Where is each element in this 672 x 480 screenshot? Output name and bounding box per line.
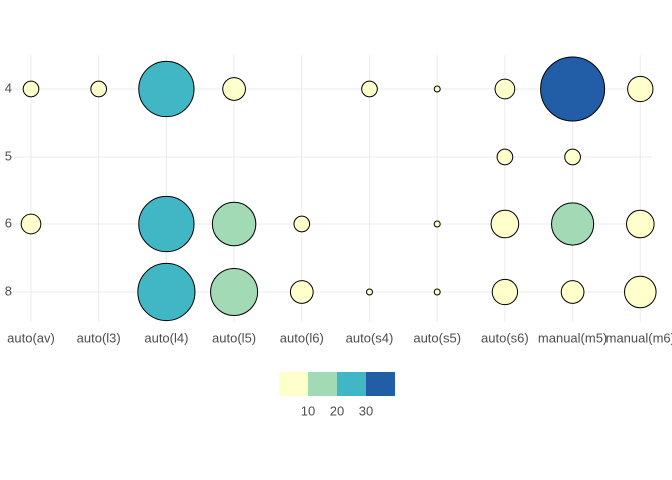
- bubble: [20, 213, 42, 235]
- bubble: [361, 80, 378, 98]
- legend-label: 10: [301, 403, 315, 418]
- x-tick-label: auto(l4): [144, 330, 188, 345]
- bubble: [540, 56, 606, 122]
- y-tick-label: 4: [5, 80, 12, 95]
- x-tick-label: auto(l5): [212, 330, 256, 345]
- bubble: [433, 220, 441, 228]
- x-tick-label: manual(m6): [606, 330, 672, 345]
- x-tick-label: auto(s5): [413, 330, 461, 345]
- x-tick-label: manual(m5): [538, 330, 607, 345]
- legend-key: [366, 372, 395, 396]
- bubble: [90, 80, 108, 98]
- bubble: [222, 77, 246, 101]
- legend-key: [337, 372, 366, 396]
- legend-key: [308, 372, 337, 396]
- bubble: [624, 275, 657, 309]
- bubble: [564, 148, 581, 166]
- bubble: [366, 288, 373, 296]
- bubble: [496, 148, 514, 166]
- bubble: [138, 60, 195, 118]
- bubble: [433, 288, 441, 296]
- bubble: [293, 215, 311, 233]
- x-tick-label: auto(l6): [280, 330, 324, 345]
- bubble: [433, 85, 441, 93]
- bubble: [491, 278, 519, 306]
- bubble: [490, 209, 520, 239]
- bubble: [137, 262, 196, 322]
- bubble: [22, 80, 40, 98]
- bubble: [627, 75, 654, 103]
- bubble: [138, 195, 195, 253]
- bubble: [494, 78, 516, 100]
- x-tick-label: auto(av): [7, 330, 55, 345]
- bubble: [289, 280, 314, 304]
- bubble: [560, 280, 585, 304]
- bubble: [625, 209, 655, 239]
- legend-key: [279, 372, 308, 396]
- y-tick-label: 5: [5, 148, 12, 163]
- legend-label: 30: [359, 403, 373, 418]
- bubble: [210, 267, 259, 317]
- y-tick-label: 8: [5, 283, 12, 298]
- bubble: [551, 202, 595, 246]
- y-tick-label: 6: [5, 215, 12, 230]
- x-tick-label: auto(l3): [77, 330, 121, 345]
- bubble: [211, 201, 257, 247]
- legend-label: 20: [330, 403, 344, 418]
- x-tick-label: auto(s4): [346, 330, 394, 345]
- x-tick-label: auto(s6): [481, 330, 529, 345]
